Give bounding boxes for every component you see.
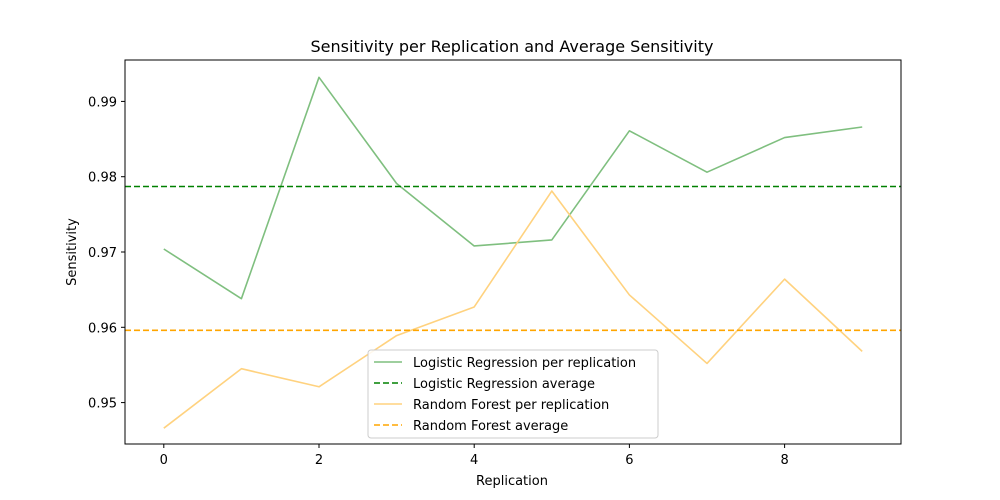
y-axis: 0.95 0.96 0.97 0.98 0.99 [88, 95, 125, 412]
x-axis-title: Replication [476, 474, 548, 489]
x-tick-label: 6 [625, 453, 633, 468]
logistic-regression-per-replication-line [163, 76, 863, 300]
legend-box [367, 349, 659, 439]
legend: Logistic Regression per replication Logis… [367, 349, 659, 439]
x-tick-label: 0 [160, 453, 168, 468]
y-tick-label: 0.98 [88, 171, 117, 186]
x-axis: 0 2 4 6 8 [160, 444, 789, 468]
y-axis-title: Sensitivity [65, 218, 80, 286]
y-tick-label: 0.99 [88, 95, 117, 110]
legend-label-logistic-regression-per-replication: Logistic Regression per replication [413, 356, 636, 371]
x-tick-label: 4 [470, 453, 478, 468]
y-tick-label: 0.96 [88, 321, 117, 336]
random-forest-per-replication-line [163, 190, 863, 429]
chart-title: Sensitivity per Replication and Average … [311, 37, 714, 56]
plot-area [125, 76, 901, 429]
y-tick-label: 0.97 [88, 246, 117, 261]
legend-label-random-forest-per-replication: Random Forest per replication [413, 398, 609, 413]
y-tick-label: 0.95 [88, 397, 117, 412]
legend-label-logistic-regression-average: Logistic Regression average [413, 377, 595, 392]
x-tick-label: 2 [315, 453, 323, 468]
legend-label-random-forest-average: Random Forest average [413, 419, 568, 434]
x-tick-label: 8 [780, 453, 788, 468]
